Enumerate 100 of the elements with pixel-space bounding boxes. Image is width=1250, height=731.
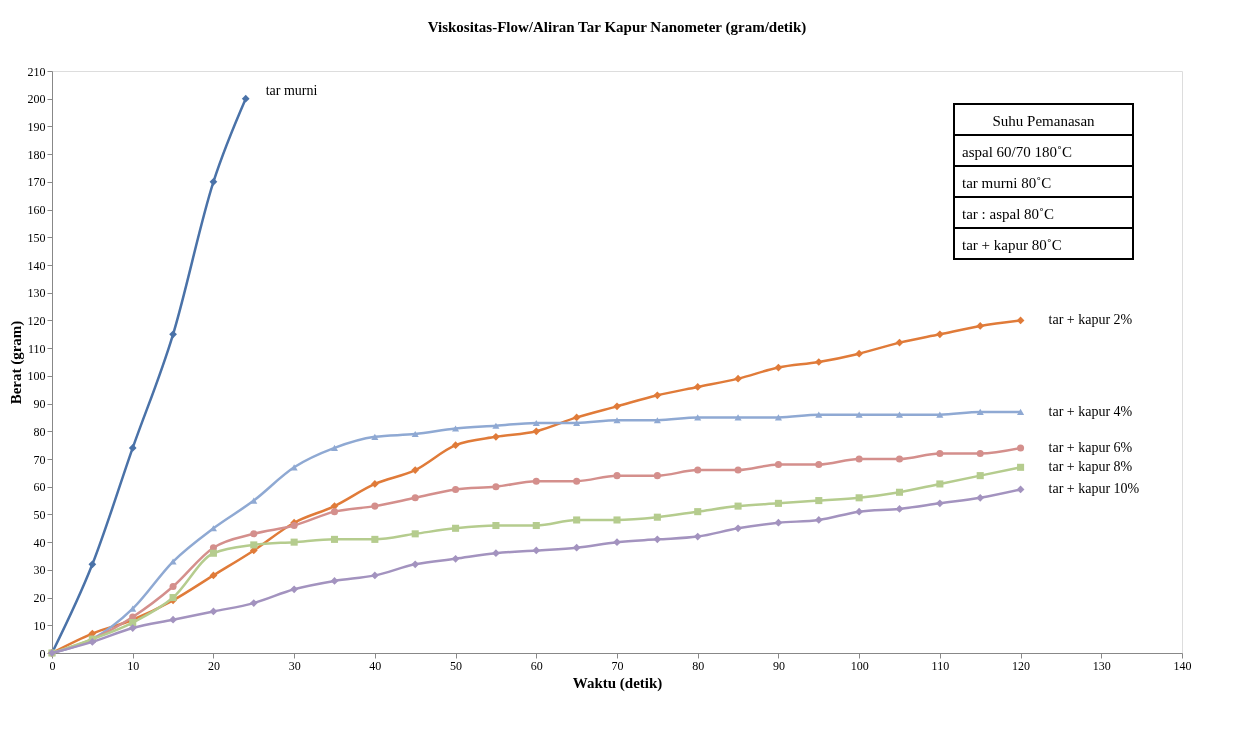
point [169, 330, 177, 339]
point [88, 560, 97, 569]
x-tick-label: 90 [772, 658, 785, 673]
point [370, 571, 379, 580]
annotation: aspal 60/70 180˚C [962, 143, 1072, 160]
point [935, 330, 944, 339]
point [613, 538, 621, 547]
point [895, 488, 904, 496]
point [532, 419, 540, 427]
point [613, 417, 621, 424]
point [411, 431, 419, 438]
annotation: tar + kapur 80˚C [962, 236, 1062, 253]
point [895, 505, 904, 513]
point [169, 558, 177, 565]
point [452, 425, 460, 432]
point [371, 535, 379, 543]
point [613, 472, 621, 480]
point [653, 513, 661, 521]
point [855, 411, 863, 418]
point [330, 535, 339, 543]
point [371, 433, 379, 440]
point [936, 411, 944, 418]
point [371, 502, 379, 510]
point [694, 466, 702, 474]
point [532, 546, 541, 555]
point [855, 494, 863, 502]
point [815, 411, 823, 418]
x-tick-label: 100 [850, 658, 869, 673]
point [693, 383, 702, 391]
point [532, 427, 541, 436]
point [895, 411, 904, 418]
x-axis-title: Waktu (detik) [572, 674, 663, 692]
y-tick-label: 20 [33, 591, 46, 606]
point [693, 532, 702, 541]
series-label: tar murni [265, 82, 318, 98]
point [653, 472, 661, 480]
y-tick-label: 150 [27, 230, 46, 245]
x-tick-label: 70 [611, 658, 624, 673]
point [774, 461, 782, 469]
y-tick-label: 210 [27, 64, 46, 79]
point [250, 497, 258, 504]
y-tick-label: 90 [33, 397, 46, 412]
series-label: tar + kapur 6% [1048, 439, 1133, 455]
point [653, 391, 662, 400]
y-tick-label: 140 [27, 258, 46, 273]
x-tick-label: 40 [369, 658, 382, 673]
y-tick-label: 50 [33, 507, 46, 522]
annotation: Suhu Pemanasan [992, 112, 1096, 129]
y-tick-label: 70 [33, 452, 46, 467]
y-tick-label: 30 [33, 563, 46, 578]
point [976, 472, 984, 480]
point [936, 449, 944, 457]
point [241, 94, 250, 103]
point [855, 349, 864, 358]
point [1017, 444, 1025, 452]
series-label: tar + kapur 8% [1048, 459, 1133, 475]
point [573, 419, 581, 427]
y-tick-label: 130 [27, 286, 46, 301]
point [330, 444, 339, 451]
point [250, 541, 258, 549]
y-tick-label: 100 [27, 369, 46, 384]
point [532, 521, 540, 530]
point [492, 432, 500, 441]
point [128, 624, 137, 632]
series-label: tar + kapur 10% [1048, 481, 1140, 497]
point [653, 417, 661, 424]
point [209, 607, 218, 616]
y-tick-label: 190 [27, 119, 46, 134]
point [169, 615, 177, 624]
x-tick-label: 110 [931, 658, 950, 673]
x-tick-label: 80 [692, 658, 705, 673]
y-axis-title: Berat (gram) [7, 320, 25, 405]
x-tick-label: 130 [1092, 658, 1111, 673]
point [452, 524, 460, 532]
point [573, 477, 581, 485]
point [814, 358, 823, 366]
y-tick-label: 110 [27, 341, 46, 356]
point [935, 499, 944, 508]
point [734, 502, 742, 510]
x-tick-label: 60 [530, 658, 543, 673]
point [936, 480, 944, 488]
point [734, 466, 742, 474]
point [774, 499, 782, 507]
point [129, 605, 137, 612]
point [492, 549, 500, 558]
point [290, 585, 299, 594]
point [814, 516, 823, 524]
x-tick-label: 0 [49, 658, 56, 673]
point [411, 560, 420, 569]
point [976, 408, 984, 415]
x-tick-label: 50 [450, 658, 463, 673]
point [734, 374, 742, 383]
point [209, 571, 218, 580]
y-tick-label: 120 [27, 313, 46, 328]
point [572, 543, 581, 552]
x-tick-label: 140 [1173, 658, 1192, 673]
point [492, 483, 500, 491]
point [209, 549, 217, 557]
point [976, 322, 985, 330]
series-label: tar + kapur 2% [1048, 312, 1133, 328]
